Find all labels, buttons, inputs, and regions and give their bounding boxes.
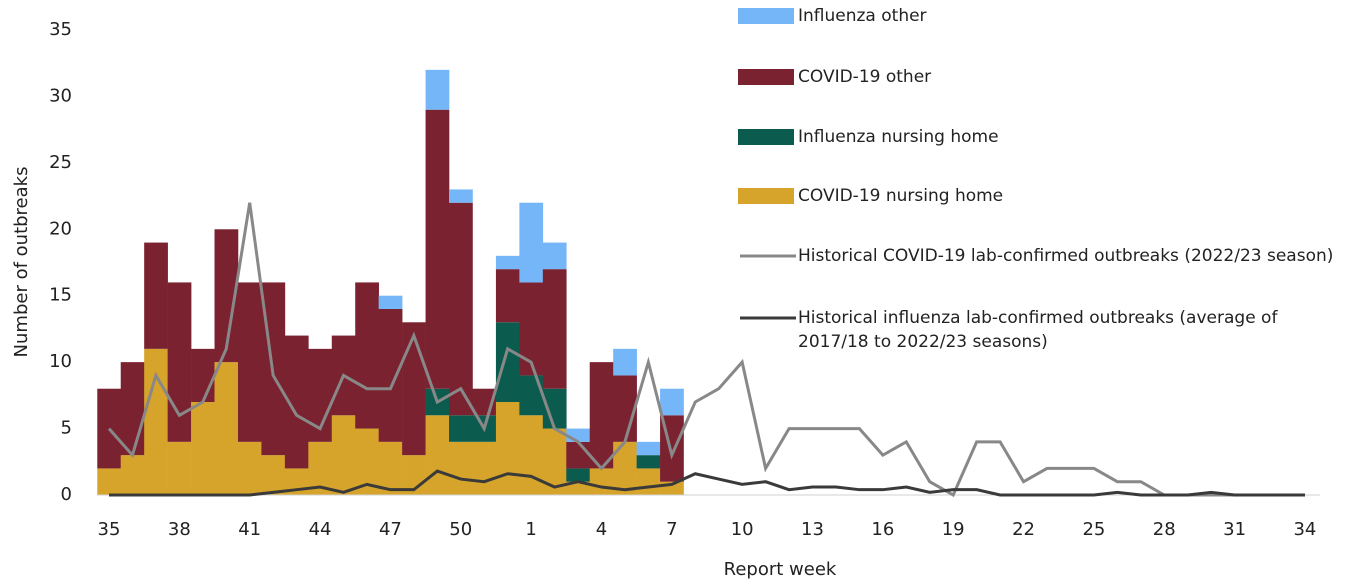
bar — [355, 428, 379, 495]
y-tick-label: 0 — [61, 484, 72, 505]
x-tick-label: 7 — [666, 519, 677, 540]
x-tick-label: 22 — [1012, 519, 1035, 540]
bar — [97, 468, 122, 495]
bar — [495, 402, 520, 495]
legend-label: Historical influenza lab-confirmed outbr… — [798, 308, 1278, 352]
bar — [214, 229, 239, 363]
line — [109, 469, 1305, 497]
y-tick-label: 35 — [49, 19, 72, 40]
bar — [237, 282, 262, 442]
bar — [519, 375, 544, 416]
x-tick-label: 25 — [1082, 519, 1105, 540]
x-axis-label: Report week — [724, 559, 837, 580]
bar — [449, 202, 473, 416]
bar — [495, 269, 520, 323]
bar — [472, 441, 497, 495]
legend-swatch — [738, 69, 794, 85]
bar — [144, 348, 168, 495]
x-tick-label: 31 — [1223, 519, 1246, 540]
bar — [355, 282, 379, 429]
bar — [542, 428, 567, 495]
legend-label: Historical COVID-19 lab-confirmed outbre… — [798, 246, 1334, 266]
legend-swatch — [738, 8, 794, 24]
bar — [589, 362, 614, 469]
y-axis-label: Number of outbreaks — [11, 167, 32, 358]
x-tick-label: 44 — [309, 519, 332, 540]
bar — [542, 242, 567, 270]
bar — [167, 441, 192, 495]
x-tick-label: 19 — [942, 519, 965, 540]
bar — [566, 481, 591, 495]
bar — [214, 362, 239, 495]
bar — [308, 348, 333, 442]
bar — [425, 109, 450, 389]
bar — [308, 441, 333, 495]
legend-label: COVID-19 nursing home — [798, 186, 1004, 206]
y-tick-label: 15 — [49, 285, 72, 306]
legend-label: Influenza nursing home — [798, 127, 999, 147]
x-tick-label: 34 — [1293, 519, 1316, 540]
bar — [191, 348, 215, 402]
bar — [519, 202, 544, 283]
bar — [613, 348, 637, 376]
bar — [519, 415, 544, 495]
legend-label: COVID-19 other — [798, 67, 932, 87]
y-tick-label: 30 — [49, 85, 72, 106]
bar — [449, 415, 473, 442]
bar — [331, 415, 356, 495]
x-tick-label: 41 — [238, 519, 261, 540]
bar — [449, 189, 473, 203]
bar — [636, 468, 661, 495]
bar — [495, 322, 520, 402]
y-tick-label: 5 — [61, 418, 72, 439]
bar — [589, 468, 614, 495]
bar — [566, 428, 591, 442]
bar — [636, 441, 661, 456]
bar — [449, 441, 473, 495]
bar — [542, 388, 567, 429]
x-tick-label: 1 — [525, 519, 536, 540]
bar — [425, 69, 450, 110]
legend-swatch — [738, 188, 794, 204]
legend-swatch — [738, 129, 794, 145]
legend-label: Influenza other — [798, 6, 927, 26]
bar — [378, 441, 403, 495]
bar — [120, 455, 145, 495]
bar — [566, 468, 591, 482]
y-tick-label: 20 — [49, 218, 72, 239]
bar — [120, 362, 145, 456]
bar — [402, 322, 426, 456]
x-tick-label: 28 — [1153, 519, 1176, 540]
bar — [191, 402, 215, 495]
bar — [613, 441, 637, 495]
bar — [566, 441, 591, 469]
bar — [144, 242, 168, 349]
bar — [542, 269, 567, 389]
bar — [284, 335, 309, 469]
x-tick-label: 47 — [379, 519, 402, 540]
bar — [425, 415, 450, 495]
x-tick-label: 38 — [168, 519, 191, 540]
bar — [378, 309, 403, 442]
y-tick-label: 25 — [49, 152, 72, 173]
bar — [636, 455, 661, 469]
line — [107, 202, 1305, 498]
x-tick-label: 10 — [731, 519, 754, 540]
bar — [237, 441, 262, 495]
bar — [261, 455, 286, 495]
bar — [519, 282, 544, 376]
y-tick-label: 10 — [49, 351, 72, 372]
x-tick-label: 35 — [98, 519, 121, 540]
bar — [378, 295, 403, 309]
x-tick-label: 4 — [596, 519, 607, 540]
x-tick-label: 16 — [871, 519, 894, 540]
bar — [495, 255, 520, 270]
bar — [660, 388, 684, 416]
x-tick-label: 13 — [801, 519, 824, 540]
x-tick-label: 50 — [449, 519, 472, 540]
bar — [167, 282, 192, 442]
